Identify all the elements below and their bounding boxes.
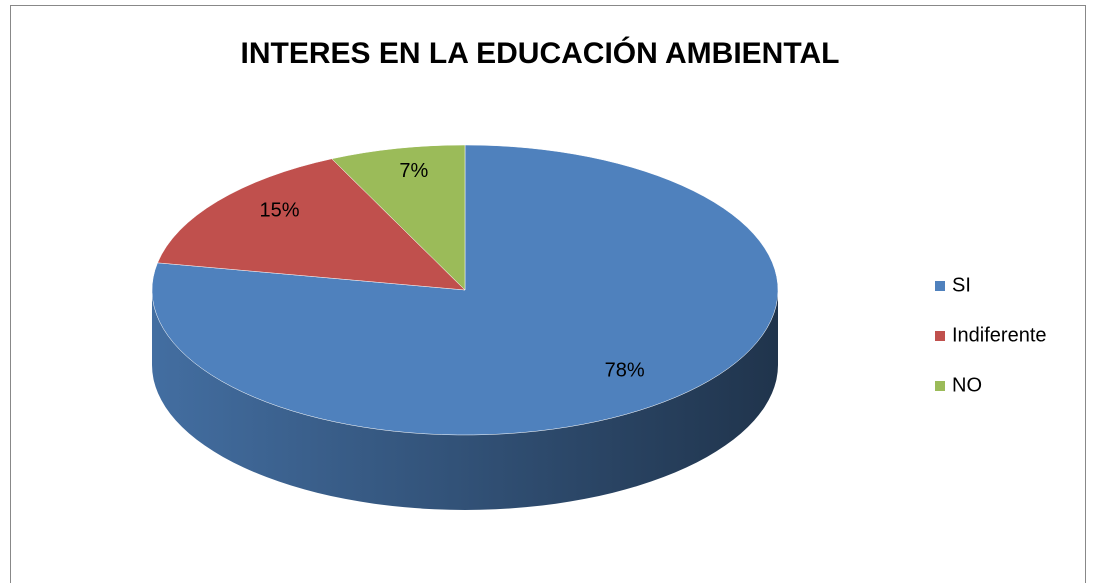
legend-swatch (935, 381, 945, 391)
legend-swatch (935, 331, 945, 341)
legend-label: SI (952, 274, 971, 296)
pie-slice (151, 144, 779, 436)
pie-slice (331, 144, 466, 291)
legend-swatch (935, 281, 945, 291)
legend-label: Indiferente (952, 324, 1047, 346)
data-label: 78% (605, 360, 645, 382)
chart-title: INTERES EN LA EDUCACIÓN AMBIENTAL (241, 36, 840, 70)
data-label: 7% (399, 160, 428, 182)
pie-slice (157, 158, 466, 291)
pie-side (152, 290, 778, 510)
data-label: 15% (259, 200, 299, 222)
legend-label: NO (952, 374, 982, 396)
